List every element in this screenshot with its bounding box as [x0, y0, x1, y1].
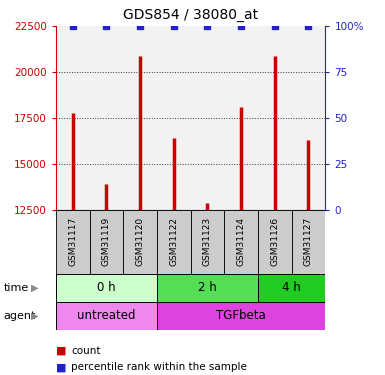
Bar [191, 26, 224, 210]
FancyBboxPatch shape [191, 210, 224, 274]
Text: GSM31124: GSM31124 [237, 217, 246, 266]
Title: GDS854 / 38080_at: GDS854 / 38080_at [123, 9, 258, 22]
Text: TGFbeta: TGFbeta [216, 309, 266, 322]
FancyBboxPatch shape [56, 302, 157, 330]
FancyBboxPatch shape [258, 274, 325, 302]
Text: 2 h: 2 h [198, 281, 217, 294]
FancyBboxPatch shape [56, 210, 89, 274]
Text: time: time [4, 283, 29, 293]
FancyBboxPatch shape [89, 210, 123, 274]
Text: GSM31126: GSM31126 [270, 217, 279, 266]
FancyBboxPatch shape [258, 210, 292, 274]
Bar [123, 26, 157, 210]
Text: ▶: ▶ [31, 311, 38, 321]
FancyBboxPatch shape [157, 210, 191, 274]
Bar [56, 26, 89, 210]
Bar [89, 26, 123, 210]
Bar [157, 26, 191, 210]
FancyBboxPatch shape [157, 302, 325, 330]
FancyBboxPatch shape [123, 210, 157, 274]
Text: ▶: ▶ [31, 283, 38, 293]
Text: 4 h: 4 h [282, 281, 301, 294]
Text: GSM31122: GSM31122 [169, 217, 178, 266]
Text: count: count [71, 346, 101, 355]
Bar [224, 26, 258, 210]
FancyBboxPatch shape [56, 274, 157, 302]
Text: 0 h: 0 h [97, 281, 115, 294]
Text: untreated: untreated [77, 309, 136, 322]
Text: percentile rank within the sample: percentile rank within the sample [71, 363, 247, 372]
FancyBboxPatch shape [224, 210, 258, 274]
Text: agent: agent [4, 311, 36, 321]
Text: ■: ■ [56, 363, 66, 372]
Text: GSM31120: GSM31120 [136, 217, 144, 266]
Bar [292, 26, 325, 210]
Text: ■: ■ [56, 346, 66, 355]
Bar [258, 26, 292, 210]
Text: GSM31119: GSM31119 [102, 217, 111, 267]
Text: GSM31123: GSM31123 [203, 217, 212, 266]
Text: GSM31117: GSM31117 [68, 217, 77, 267]
Text: GSM31127: GSM31127 [304, 217, 313, 266]
FancyBboxPatch shape [292, 210, 325, 274]
FancyBboxPatch shape [157, 274, 258, 302]
